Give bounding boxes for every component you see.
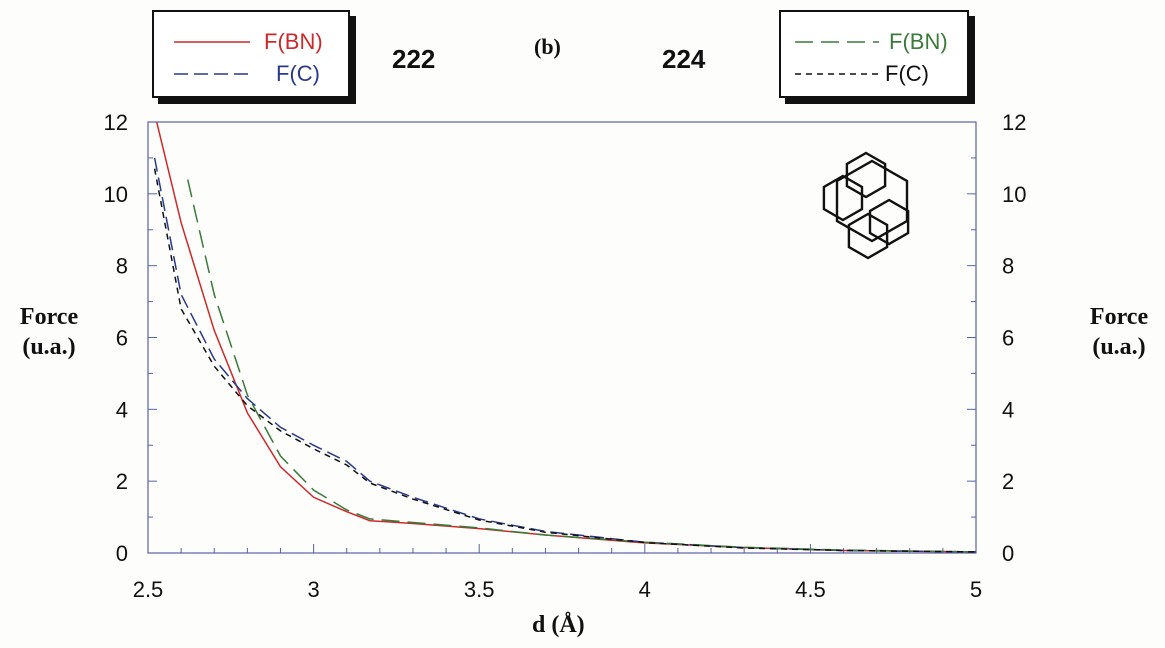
y-tick-label-left: 4 [116,397,128,422]
plot-frame [147,121,977,554]
y-tick-label-left: 0 [116,541,128,566]
y-axis-label-left-line1: Force [19,304,79,330]
series-line-fbn-222 [155,122,976,553]
x-tick-label: 3.5 [464,577,495,602]
x-tick-label: 4.5 [795,577,826,602]
legend-left-swatches [174,41,250,75]
y-tick-label-right: 10 [1002,182,1026,207]
pyrene-structure-icon [835,159,909,243]
pyrene-ring [868,198,910,246]
y-tick-label-left: 12 [104,110,128,135]
y-tick-label-left: 10 [104,182,128,207]
y-tick-label-left: 6 [116,326,128,351]
legend-label-fc-222: F(C) [276,61,320,86]
panel-label: (b) [534,34,561,59]
legend-right: F(BN) F(C) [779,10,969,98]
chart-series [153,122,976,553]
y-tick-label-right: 8 [1002,254,1014,279]
x-tick-label: 3 [307,577,319,602]
y-axis-label-right: Force (u.a.) [1076,302,1162,362]
legend-label-fbn-224: F(BN) [889,29,948,54]
x-tick-label: 4 [639,577,651,602]
x-axis-label: d (Å) [532,612,585,638]
pyrene-ring [845,151,887,199]
y-tick-label-right: 4 [1002,397,1014,422]
y-tick-label-right: 2 [1002,469,1014,494]
legend-right-swatches [795,41,879,75]
y-axis-label-left: Force (u.a.) [6,302,92,362]
legend-label-fc-224: F(C) [885,61,929,86]
pyrene-ring [847,212,889,260]
pyrene-ring [822,174,864,222]
molecule-label-222: 222 [392,44,436,74]
series-line-fc-222 [153,157,976,553]
y-tick-label-right: 0 [1002,541,1014,566]
y-axis-label-left-line2: (u.a.) [22,334,76,360]
y-tick-label-left: 2 [116,469,128,494]
y-tick-label-right: 6 [1002,326,1014,351]
series-line-fbn-224 [186,179,976,553]
legend-label-fbn-222: F(BN) [264,29,323,54]
pyrene-rings [822,151,910,260]
molecule-label-224: 224 [662,44,706,74]
x-tick-label: 5 [970,577,982,602]
legend-left: F(BN) F(C) [152,10,350,98]
y-tick-label-left: 8 [116,254,128,279]
y-tick-label-right: 12 [1002,110,1026,135]
y-axis-label-right-line2: (u.a.) [1092,334,1146,360]
series-line-fc-224 [153,168,976,553]
x-tick-label: 2.5 [133,577,164,602]
y-axis-label-right-line1: Force [1089,304,1149,330]
